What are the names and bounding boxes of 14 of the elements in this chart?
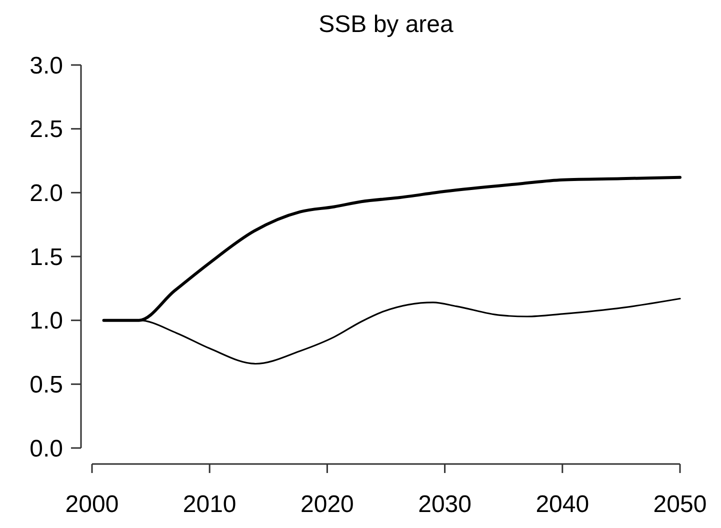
y-tick-label: 2.0: [30, 180, 63, 208]
y-tick-label: 2.5: [30, 116, 63, 144]
x-tick-label: 2010: [182, 491, 236, 518]
chart-title: SSB by area: [318, 11, 454, 38]
y-tick-label: 1.0: [30, 308, 63, 335]
y-tick-label: 0.5: [30, 372, 63, 399]
x-tick-label: 2040: [536, 491, 590, 518]
y-tick-label: 0.0: [30, 435, 63, 462]
x-tick-label: 2050: [653, 491, 707, 518]
x-tick-label: 2030: [418, 491, 472, 518]
x-tick-label: 2020: [300, 491, 354, 518]
y-tick-label: 1.5: [30, 244, 63, 271]
x-tick-label: 2000: [65, 491, 119, 518]
y-tick-label: 3.0: [30, 52, 63, 80]
